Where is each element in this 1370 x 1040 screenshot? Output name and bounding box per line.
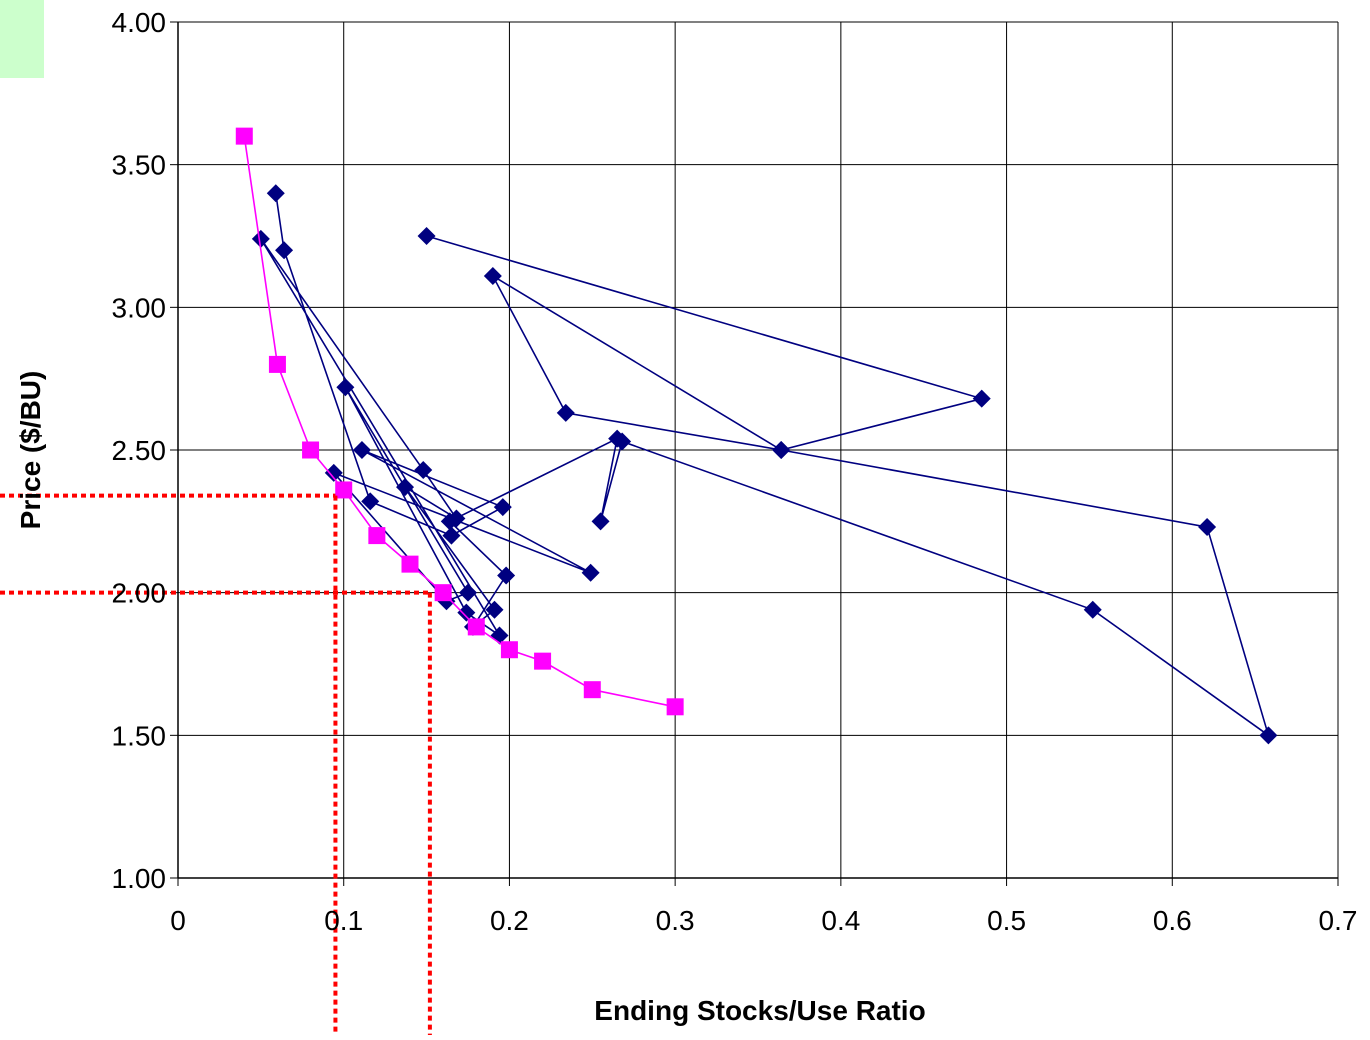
data-point-diamond bbox=[493, 498, 512, 517]
series-group bbox=[235, 127, 1278, 745]
y-tick-label: 2.00 bbox=[112, 578, 167, 609]
data-point-diamond bbox=[1259, 726, 1278, 745]
data-point-diamond bbox=[266, 184, 285, 203]
data-point-diamond bbox=[1083, 600, 1102, 619]
data-point-diamond bbox=[1198, 518, 1217, 537]
axes bbox=[170, 21, 1339, 886]
y-tick-label: 3.00 bbox=[112, 292, 167, 323]
series-2 bbox=[235, 127, 684, 716]
data-point-square bbox=[666, 698, 684, 716]
series-line bbox=[243, 136, 676, 708]
data-point-square bbox=[268, 355, 286, 373]
y-tick-label: 2.50 bbox=[112, 435, 167, 466]
data-point-diamond bbox=[336, 378, 355, 397]
data-point-diamond bbox=[361, 492, 380, 511]
data-point-diamond bbox=[591, 512, 610, 531]
data-point-square bbox=[467, 618, 485, 636]
data-point-square bbox=[302, 441, 320, 459]
data-point-diamond bbox=[414, 460, 433, 479]
x-tick-label: 0.3 bbox=[656, 905, 695, 936]
data-point-diamond bbox=[324, 463, 343, 482]
data-point-square bbox=[534, 652, 552, 670]
data-point-diamond bbox=[485, 600, 504, 619]
data-point-square bbox=[235, 127, 253, 145]
series-line bbox=[260, 193, 1270, 738]
x-tick-label: 0.1 bbox=[324, 905, 363, 936]
x-tick-label: 0.4 bbox=[821, 905, 860, 936]
data-point-diamond bbox=[275, 241, 294, 260]
data-point-diamond bbox=[352, 441, 371, 459]
x-tick-label: 0.6 bbox=[1153, 905, 1192, 936]
data-point-square bbox=[368, 527, 386, 545]
data-point-diamond bbox=[613, 432, 632, 451]
data-point-square bbox=[434, 584, 452, 602]
data-point-diamond bbox=[457, 603, 476, 622]
x-tick-label: 0.5 bbox=[987, 905, 1026, 936]
data-point-diamond bbox=[442, 526, 461, 545]
y-tick-label: 3.50 bbox=[112, 150, 167, 181]
y-tick-label: 1.00 bbox=[112, 863, 167, 894]
gridlines bbox=[178, 21, 1339, 878]
data-point-diamond bbox=[581, 563, 600, 582]
series-1 bbox=[251, 184, 1278, 745]
x-tick-label: 0.2 bbox=[490, 905, 529, 936]
x-tick-label: 0.7 bbox=[1319, 905, 1358, 936]
y-tick-label: 4.00 bbox=[112, 7, 167, 38]
y-tick-label: 1.50 bbox=[112, 720, 167, 751]
data-point-diamond bbox=[497, 566, 516, 585]
data-point-square bbox=[500, 641, 518, 659]
tick-labels: 0 0.1 0.2 0.3 0.4 0.5 0.6 0.7 1.00 1.50 2.00 2.50 3.… bbox=[112, 7, 1358, 936]
data-point-diamond bbox=[772, 441, 791, 459]
y-axis-title: Price ($/BU) bbox=[15, 371, 46, 530]
data-point-diamond bbox=[396, 478, 415, 497]
data-point-square bbox=[583, 681, 601, 699]
data-point-diamond bbox=[483, 266, 502, 285]
data-point-square bbox=[401, 555, 419, 573]
reference-lines bbox=[0, 493, 432, 1035]
highlight-box bbox=[0, 0, 44, 78]
data-point-diamond bbox=[459, 583, 477, 602]
data-point-diamond bbox=[972, 389, 991, 408]
data-point-diamond bbox=[251, 229, 270, 248]
x-tick-label: 0 bbox=[170, 905, 186, 936]
data-point-diamond bbox=[556, 403, 575, 422]
data-point-square bbox=[335, 481, 353, 499]
x-axis-title: Ending Stocks/Use Ratio bbox=[594, 995, 925, 1026]
data-point-diamond bbox=[440, 512, 459, 531]
data-point-diamond bbox=[417, 227, 436, 245]
